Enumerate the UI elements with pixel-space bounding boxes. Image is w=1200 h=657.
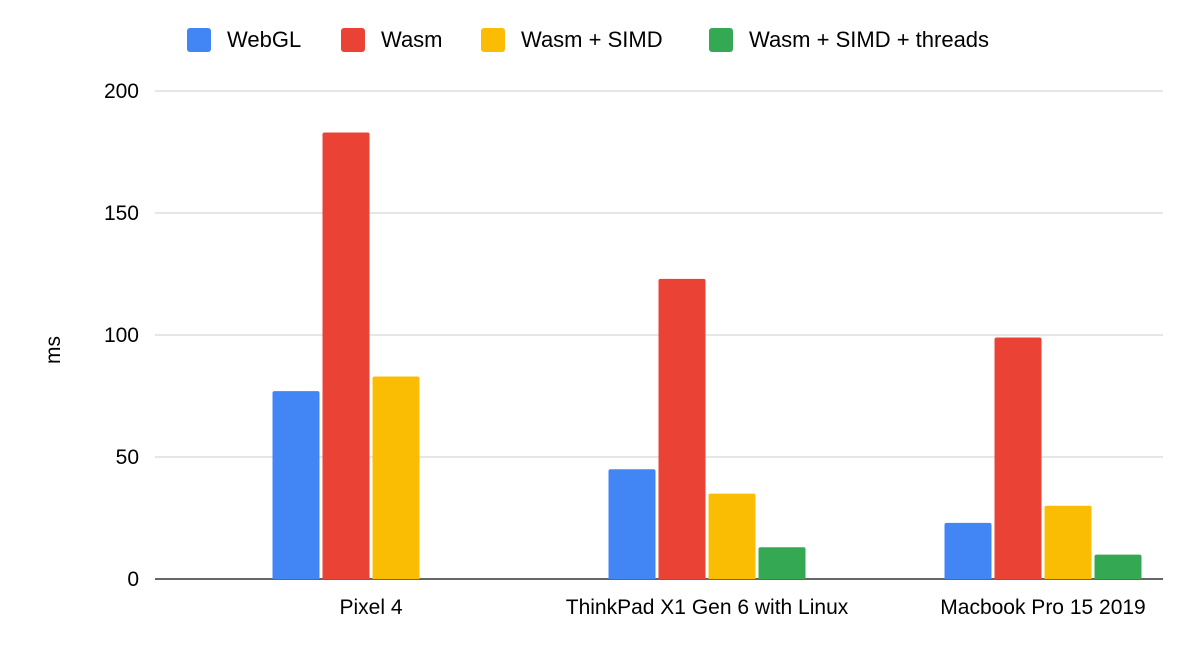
y-tick-label-100: 100 [104, 324, 139, 347]
x-category-label-1: Pixel 4 [339, 596, 402, 619]
bar-wasm-1 [322, 132, 370, 580]
bar-wasm-3 [994, 337, 1042, 579]
legend-swatch-3 [481, 28, 505, 52]
y-tick-label-150: 150 [104, 202, 139, 225]
bar-wasm-simd-2 [708, 493, 756, 579]
y-tick-label-0: 0 [127, 568, 139, 591]
bar-wasm-simd-threads-2 [758, 547, 806, 579]
legend-label-1: WebGL [227, 27, 301, 52]
legend-label-3: Wasm + SIMD [521, 27, 663, 52]
x-category-label-3: Macbook Pro 15 2019 [940, 596, 1145, 619]
axes: ms 0 50 100 150 200 Pixel 4 ThinkPad X1 Gen 6 … [42, 80, 1146, 619]
bar-webgl-1 [272, 391, 320, 579]
legend-swatch-4 [709, 28, 733, 52]
legend-label-2: Wasm [381, 27, 443, 52]
bar-webgl-3 [944, 522, 992, 579]
y-axis-title: ms [42, 336, 65, 364]
bar-wasm-simd-3 [1044, 505, 1092, 579]
x-category-label-2: ThinkPad X1 Gen 6 with Linux [566, 596, 849, 619]
legend-label-4: Wasm + SIMD + threads [749, 27, 989, 52]
legend: WebGL Wasm Wasm + SIMD Wasm + SIMD + thread… [187, 27, 989, 52]
legend-swatch-1 [187, 28, 211, 52]
bar-webgl-2 [608, 469, 656, 579]
bars [272, 132, 1142, 580]
bar-wasm-2 [658, 278, 706, 579]
y-tick-label-50: 50 [116, 446, 139, 469]
bar-wasm-simd-1 [372, 376, 420, 579]
legend-swatch-2 [341, 28, 365, 52]
y-tick-label-200: 200 [104, 80, 139, 103]
bar-wasm-simd-threads-3 [1094, 554, 1142, 579]
